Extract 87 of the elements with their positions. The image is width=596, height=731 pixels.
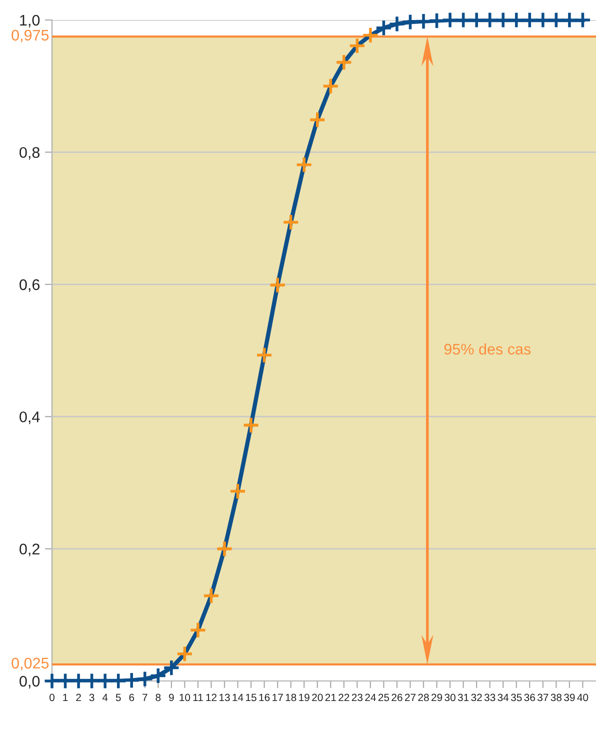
y-tick-label: 0,8 xyxy=(20,147,40,160)
y-tick-label: 0,2 xyxy=(20,544,40,556)
point xyxy=(83,672,100,690)
point xyxy=(388,15,406,33)
point xyxy=(468,11,486,29)
point xyxy=(534,11,552,29)
point xyxy=(96,672,114,690)
x-tick-label: 20 xyxy=(312,694,323,702)
point xyxy=(216,540,234,558)
x-tick-label: 1 xyxy=(63,694,68,702)
x-tick-label: 24 xyxy=(365,694,376,702)
x-tick-label: 34 xyxy=(498,694,509,702)
point xyxy=(229,482,246,500)
x-tick-label: 11 xyxy=(193,694,203,702)
point xyxy=(362,26,380,44)
point xyxy=(441,11,459,29)
x-tick-label: 19 xyxy=(299,694,310,702)
x-tick-label: 4 xyxy=(102,694,108,702)
x-tick-label: 7 xyxy=(142,694,148,702)
point xyxy=(176,645,194,663)
x-tick-label: 36 xyxy=(524,694,535,702)
x-tick-label: 12 xyxy=(206,694,216,702)
x-tick-label: 25 xyxy=(378,694,390,702)
point xyxy=(136,670,154,688)
point xyxy=(268,276,286,294)
x-tick-label: 27 xyxy=(404,694,416,702)
x-tick-label: 9 xyxy=(169,694,174,702)
x-tick-label: 16 xyxy=(259,694,270,702)
point xyxy=(322,77,340,95)
point xyxy=(335,54,353,71)
x-tick-label: 28 xyxy=(418,694,429,702)
point xyxy=(548,11,565,29)
x-tick-label: 17 xyxy=(272,694,283,702)
band-label: 95% des cas xyxy=(444,343,531,355)
x-tick-label: 32 xyxy=(471,694,482,702)
x-tick-label: 30 xyxy=(444,694,456,702)
point xyxy=(282,214,300,231)
point xyxy=(70,672,88,690)
point xyxy=(162,659,180,676)
point xyxy=(202,587,220,604)
x-tick-label: 6 xyxy=(129,694,134,702)
point xyxy=(189,621,207,639)
point xyxy=(494,11,512,29)
point xyxy=(348,37,366,54)
x-tick-label: 22 xyxy=(338,694,350,702)
point xyxy=(454,11,472,29)
point xyxy=(481,11,499,29)
y-tick-label: 0,4 xyxy=(20,411,40,424)
x-tick-label: 2 xyxy=(76,694,81,702)
x-tick-label: 35 xyxy=(510,694,522,702)
x-tick-label: 8 xyxy=(156,694,161,702)
x-tick-label: 37 xyxy=(538,694,548,702)
x-tick-label: 18 xyxy=(286,694,296,702)
y-tick-label: 0,0 xyxy=(20,676,40,688)
point xyxy=(375,19,392,37)
y-tick-label: 0,6 xyxy=(20,279,40,292)
point xyxy=(256,346,273,364)
ref-line-label: 0,975 xyxy=(12,30,49,42)
y-tick-label: 1,0 xyxy=(20,14,40,28)
x-tick-label: 39 xyxy=(564,694,575,702)
x-tick-label: 23 xyxy=(352,694,363,702)
point xyxy=(520,11,538,29)
x-tick-label: 15 xyxy=(246,694,256,702)
point xyxy=(56,672,74,690)
x-tick-label: 0 xyxy=(50,694,54,702)
x-tick-label: 14 xyxy=(232,694,244,702)
x-tick-label: 3 xyxy=(89,694,94,702)
point xyxy=(43,672,61,690)
ref-line-label: 0,025 xyxy=(12,658,49,670)
x-tick-label: 10 xyxy=(180,694,190,702)
x-tick-label: 21 xyxy=(325,694,336,702)
x-tick-label: 26 xyxy=(392,694,402,702)
x-tick-label: 40 xyxy=(577,694,588,702)
point xyxy=(574,11,592,29)
point xyxy=(149,667,167,684)
x-tick-label: 31 xyxy=(458,694,469,702)
x-tick-label: 38 xyxy=(550,694,562,702)
x-tick-label: 13 xyxy=(219,694,230,702)
point xyxy=(242,416,260,434)
x-tick-label: 33 xyxy=(484,694,496,702)
point xyxy=(308,111,326,128)
x-tick-label: 29 xyxy=(432,694,442,702)
point xyxy=(508,11,526,29)
x-tick-label: 5 xyxy=(116,694,121,702)
point xyxy=(560,11,578,29)
point xyxy=(295,156,313,174)
point xyxy=(110,672,128,690)
